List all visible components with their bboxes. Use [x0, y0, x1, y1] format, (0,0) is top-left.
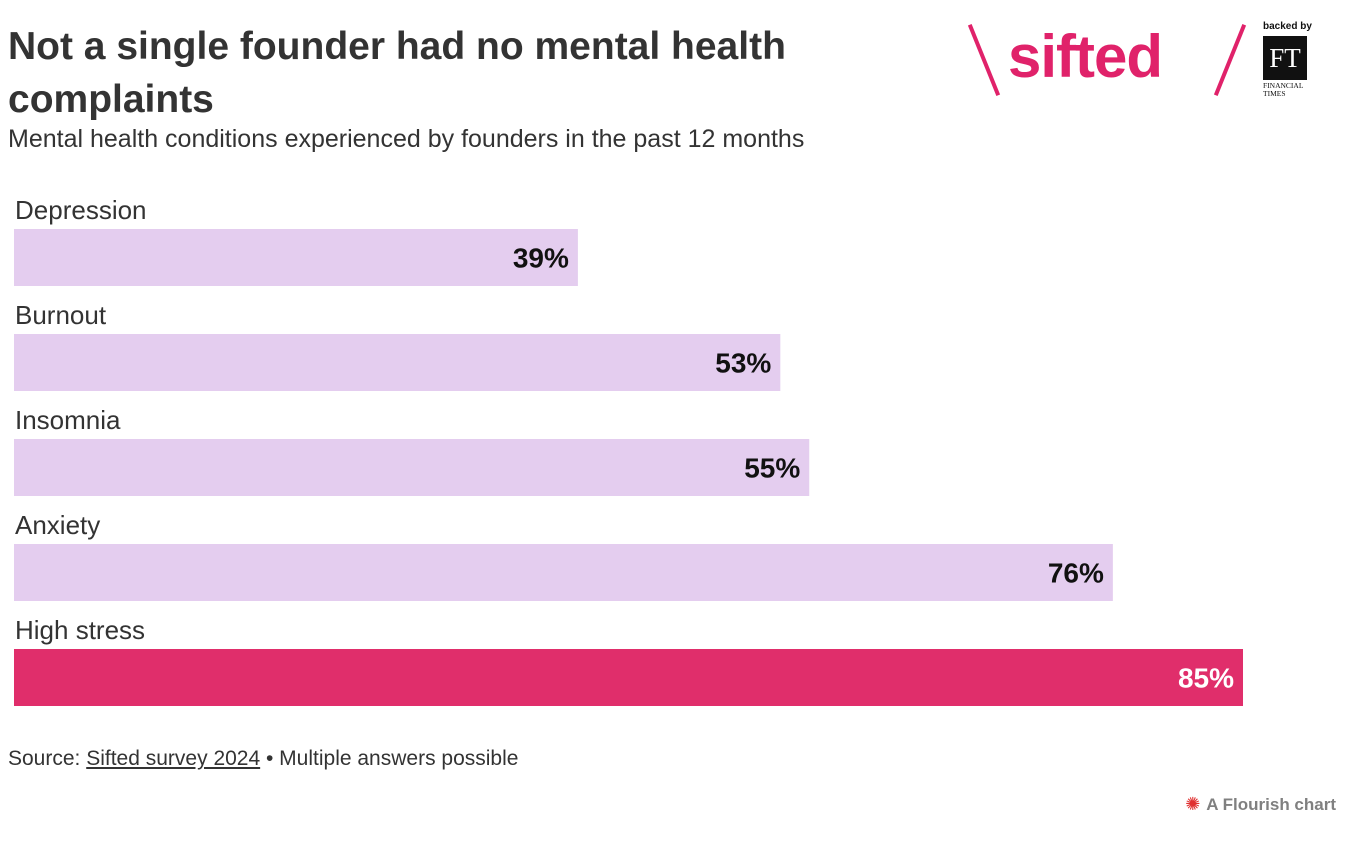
bar[interactable]: [14, 649, 1243, 706]
backed-by-label: backed by: [1263, 21, 1312, 32]
logo-right-slash: [1213, 24, 1247, 96]
category-label: Insomnia: [15, 405, 121, 435]
value-label: 55%: [744, 453, 800, 484]
category-label: Burnout: [15, 300, 107, 330]
source-link[interactable]: Sifted survey 2024: [86, 747, 261, 770]
bar-chart: Depression 39% Burnout 53% Insomnia 55% Anxiet…: [14, 195, 1243, 706]
category-label: Depression: [15, 195, 147, 225]
chart-title: Not a single founder had no mental healt…: [8, 25, 786, 121]
flourish-credit[interactable]: ✺ A Flourish chart: [1185, 792, 1336, 817]
bar[interactable]: [14, 439, 810, 496]
source-prefix: Source:: [8, 747, 87, 770]
ft-name: FINANCIAL TIMES: [1263, 81, 1304, 98]
value-label: 76%: [1048, 558, 1104, 589]
bar[interactable]: [14, 544, 1113, 601]
bar[interactable]: [14, 229, 578, 286]
logo-left-slash: [967, 24, 1001, 96]
sifted-wordmark: sifted: [1008, 23, 1163, 90]
sifted-logo[interactable]: sifted backed by FT FINANCIAL TIMES: [960, 18, 1330, 104]
source-note: Source: Sifted survey 2024 • Multiple an…: [8, 744, 518, 774]
flourish-burst-icon: ✺: [1185, 794, 1201, 814]
category-label: High stress: [15, 615, 145, 645]
value-label: 53%: [715, 348, 771, 379]
chart-subtitle: Mental health conditions experienced by …: [8, 125, 805, 153]
value-label: 85%: [1178, 663, 1234, 694]
bar[interactable]: [14, 334, 781, 391]
category-label: Anxiety: [15, 510, 100, 540]
source-suffix: • Multiple answers possible: [260, 747, 519, 770]
value-label: 39%: [513, 243, 569, 274]
flourish-credit-label: A Flourish chart: [1206, 795, 1336, 814]
ft-logo: FT: [1263, 36, 1307, 80]
